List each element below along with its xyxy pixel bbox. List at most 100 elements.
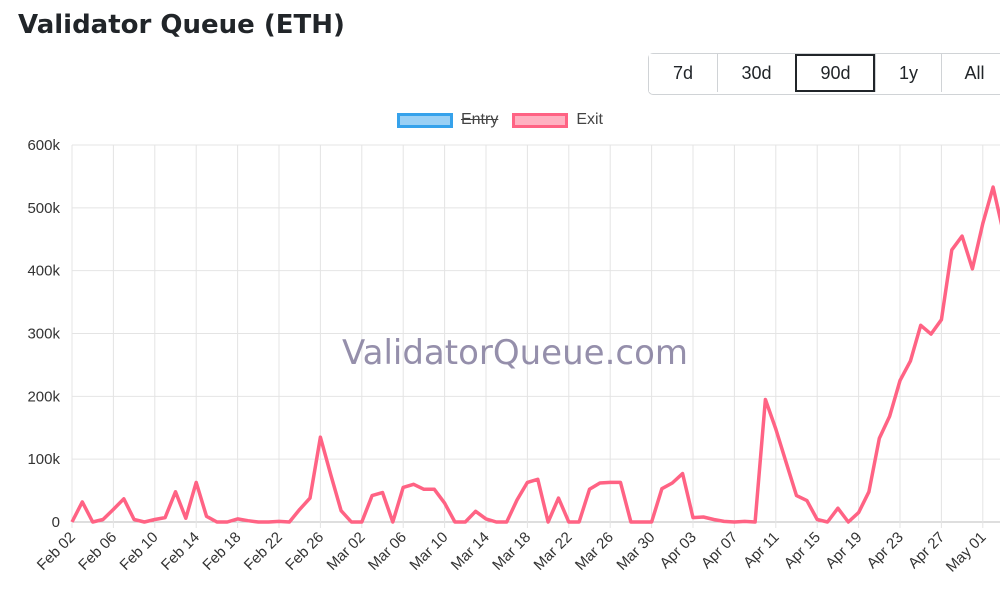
data-point-exit[interactable] [162,515,168,521]
range-90d-button[interactable]: 90d [795,54,875,92]
data-point-exit[interactable] [938,317,944,323]
data-point-exit[interactable] [473,508,479,514]
data-point-exit[interactable] [876,435,882,441]
data-point-exit[interactable] [690,515,696,521]
data-point-exit[interactable] [504,519,510,525]
data-point-exit[interactable] [255,519,261,525]
data-point-exit[interactable] [328,472,334,478]
data-point-exit[interactable] [566,519,572,525]
data-point-exit[interactable] [235,516,241,522]
data-point-exit[interactable] [866,489,872,495]
data-point-exit[interactable] [193,479,199,485]
data-point-exit[interactable] [825,519,831,525]
data-point-exit[interactable] [845,519,851,525]
data-point-exit[interactable] [514,497,520,503]
data-point-exit[interactable] [214,519,220,525]
data-point-exit[interactable] [804,498,810,504]
data-point-exit[interactable] [556,495,562,501]
data-point-exit[interactable] [700,514,706,520]
data-point-exit[interactable] [400,484,406,490]
data-point-exit[interactable] [618,479,624,485]
data-point-exit[interactable] [431,486,437,492]
data-point-exit[interactable] [949,247,955,253]
data-point-exit[interactable] [607,479,613,485]
data-point-exit[interactable] [773,426,779,432]
data-point-exit[interactable] [90,519,96,525]
data-point-exit[interactable] [907,358,913,364]
data-point-exit[interactable] [628,519,634,525]
data-point-exit[interactable] [100,517,106,523]
legend-swatch-entry [396,112,453,128]
series-line-exit[interactable] [70,185,1000,524]
data-point-exit[interactable] [297,506,303,512]
data-point-exit[interactable] [411,481,417,487]
data-point-exit[interactable] [79,499,85,505]
data-point-exit[interactable] [390,519,396,525]
range-30d-button[interactable]: 30d [717,54,795,92]
data-point-exit[interactable] [141,519,147,525]
data-point-exit[interactable] [752,519,758,525]
range-7d-button[interactable]: 7d [649,54,717,92]
data-point-exit[interactable] [183,515,189,521]
legend-item-exit[interactable]: Exit [512,111,603,129]
data-point-exit[interactable] [266,519,272,525]
data-point-exit[interactable] [856,510,862,516]
data-point-exit[interactable] [783,459,789,465]
data-point-exit[interactable] [659,486,665,492]
data-point-exit[interactable] [959,233,965,239]
data-point-exit[interactable] [286,519,292,525]
data-point-exit[interactable] [835,505,841,511]
data-point-exit[interactable] [369,493,375,499]
data-point-exit[interactable] [711,517,717,523]
data-point-exit[interactable] [680,471,686,477]
data-point-exit[interactable] [762,397,768,403]
data-point-exit[interactable] [462,519,468,525]
data-point-exit[interactable] [969,266,975,272]
data-point-exit[interactable] [338,508,344,514]
data-point-exit[interactable] [980,221,986,227]
data-point-exit[interactable] [359,519,365,525]
data-point-exit[interactable] [131,517,137,523]
data-point-exit[interactable] [380,490,386,496]
data-point-exit[interactable] [990,184,996,190]
data-point-exit[interactable] [814,517,820,523]
x-tick-label: Feb 18 [199,529,244,574]
data-point-exit[interactable] [721,518,727,524]
data-point-exit[interactable] [348,519,354,525]
data-point-exit[interactable] [452,519,458,525]
data-point-exit[interactable] [918,322,924,328]
data-point-exit[interactable] [742,518,748,524]
range-1y-button[interactable]: 1y [875,54,941,92]
data-point-exit[interactable] [442,500,448,506]
data-point-exit[interactable] [545,519,551,525]
data-point-exit[interactable] [276,518,282,524]
data-point-exit[interactable] [173,489,179,495]
data-point-exit[interactable] [638,519,644,525]
data-point-exit[interactable] [69,519,75,525]
data-point-exit[interactable] [483,516,489,522]
data-point-exit[interactable] [597,480,603,486]
data-point-exit[interactable] [535,476,541,482]
data-point-exit[interactable] [421,486,427,492]
data-point-exit[interactable] [121,496,127,502]
data-point-exit[interactable] [493,519,499,525]
data-point-exit[interactable] [794,493,800,499]
data-point-exit[interactable] [897,378,903,384]
data-point-exit[interactable] [224,519,230,525]
data-point-exit[interactable] [576,519,582,525]
data-point-exit[interactable] [204,513,210,519]
data-point-exit[interactable] [649,519,655,525]
data-point-exit[interactable] [152,517,158,523]
data-point-exit[interactable] [731,519,737,525]
data-point-exit[interactable] [928,331,934,337]
data-point-exit[interactable] [245,518,251,524]
data-point-exit[interactable] [307,495,313,501]
data-point-exit[interactable] [887,413,893,419]
data-point-exit[interactable] [110,506,116,512]
data-point-exit[interactable] [669,480,675,486]
data-point-exit[interactable] [587,486,593,492]
range-all-button[interactable]: All [941,54,1000,92]
data-point-exit[interactable] [317,434,323,440]
data-point-exit[interactable] [524,479,530,485]
legend-item-entry[interactable]: Entry [396,111,498,129]
